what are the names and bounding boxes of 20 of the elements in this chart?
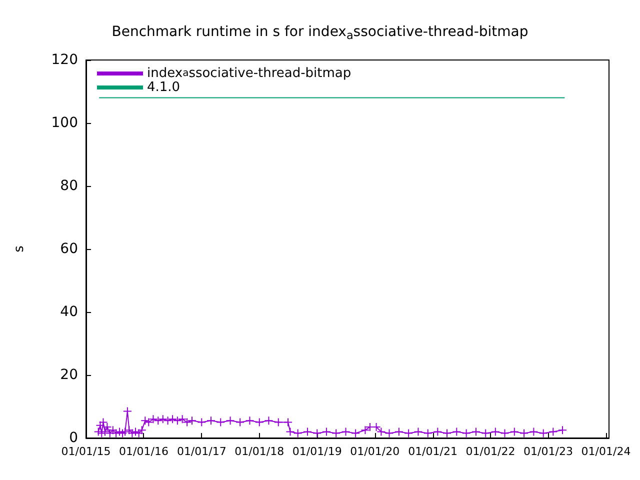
legend-label: 4.1.0: [147, 80, 180, 95]
legend-label: indexassociative-thread-bitmap: [147, 66, 352, 81]
y-tick-label: 60: [60, 241, 78, 257]
x-tick-label: 01/01/23: [524, 445, 573, 458]
y-axis-title: s: [12, 245, 27, 252]
x-tick-label: 01/01/15: [61, 445, 111, 458]
x-tick-label: 01/01/24: [581, 445, 631, 458]
x-tick-label: 01/01/16: [119, 445, 168, 458]
x-tick-label: 01/01/18: [234, 445, 284, 458]
x-tick-label: 01/01/20: [350, 445, 400, 458]
y-tick-label: 100: [51, 115, 78, 131]
x-tick-label: 01/01/17: [176, 445, 226, 458]
x-tick-label: 01/01/22: [466, 445, 516, 458]
y-tick-label: 20: [60, 367, 78, 383]
x-tick-label: 01/01/19: [292, 445, 342, 458]
x-tick-label: 01/01/21: [408, 445, 458, 458]
y-tick-label: 40: [60, 304, 78, 320]
y-tick-label: 0: [69, 430, 78, 446]
y-tick-label: 80: [60, 178, 78, 194]
y-tick-label: 120: [51, 52, 78, 68]
